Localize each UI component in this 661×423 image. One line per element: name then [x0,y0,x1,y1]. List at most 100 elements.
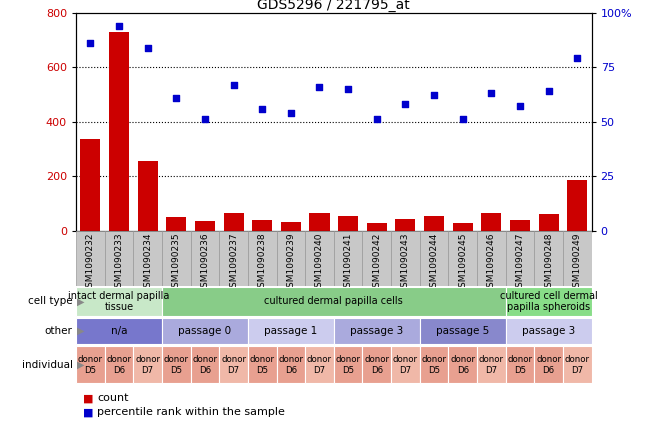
Text: GSM1090233: GSM1090233 [114,233,124,294]
Bar [195,221,215,231]
Text: individual: individual [22,360,73,370]
Bar [534,231,563,286]
Text: GSM1090236: GSM1090236 [200,233,210,294]
Text: donor
D6: donor D6 [278,355,303,374]
Text: cell type: cell type [28,297,73,306]
Bar [506,287,592,316]
Text: GSM1090248: GSM1090248 [544,233,553,293]
Text: GSM1090243: GSM1090243 [401,233,410,293]
Bar [448,346,477,383]
Text: ▶: ▶ [77,297,85,306]
Text: donor
D5: donor D5 [508,355,533,374]
Text: cultured cell dermal
papilla spheroids: cultured cell dermal papilla spheroids [500,291,598,312]
Bar [334,231,362,286]
Bar [563,231,592,286]
Bar [223,213,244,231]
Bar [539,214,559,231]
Text: count: count [97,393,129,403]
Point [314,83,325,90]
Point [286,110,296,116]
Bar [281,222,301,231]
Bar [367,223,387,231]
Bar [162,346,190,383]
Point [142,44,153,51]
Bar [76,346,104,383]
Bar [76,231,104,286]
Bar [248,231,276,286]
Bar [104,346,134,383]
Point [515,103,525,110]
Bar [305,231,334,286]
Text: donor
D7: donor D7 [479,355,504,374]
Point [457,116,468,123]
Point [228,81,239,88]
Text: donor
D5: donor D5 [250,355,275,374]
Text: passage 3: passage 3 [350,326,403,336]
Bar [420,319,506,343]
Point [543,88,554,94]
Text: donor
D6: donor D6 [450,355,475,374]
Text: ■: ■ [83,407,97,418]
Bar [506,346,534,383]
Bar [506,319,592,343]
Text: donor
D7: donor D7 [307,355,332,374]
Bar [420,231,448,286]
Bar [137,161,157,231]
Text: GSM1090242: GSM1090242 [372,233,381,293]
Text: donor
D7: donor D7 [135,355,160,374]
Text: donor
D7: donor D7 [221,355,246,374]
Bar [190,231,219,286]
Text: GSM1090246: GSM1090246 [487,233,496,293]
Point [257,105,268,112]
Text: donor
D5: donor D5 [78,355,103,374]
Bar [391,231,420,286]
Bar [76,287,162,316]
Bar [338,216,358,231]
Text: GSM1090249: GSM1090249 [573,233,582,293]
Text: donor
D7: donor D7 [564,355,590,374]
Text: donor
D5: donor D5 [336,355,361,374]
Text: donor
D6: donor D6 [536,355,561,374]
Text: GSM1090235: GSM1090235 [172,233,180,294]
Text: donor
D6: donor D6 [364,355,389,374]
Bar [391,346,420,383]
Bar [104,231,134,286]
Bar [276,231,305,286]
Title: GDS5296 / 221795_at: GDS5296 / 221795_at [257,0,410,12]
Text: intact dermal papilla
tissue: intact dermal papilla tissue [68,291,170,312]
Bar [248,319,334,343]
Text: other: other [45,326,73,336]
Bar [248,346,276,383]
Point [572,55,582,62]
Point [400,101,410,107]
Bar [362,231,391,286]
Bar [334,346,362,383]
Bar [481,213,501,231]
Bar [167,217,186,231]
Text: n/a: n/a [111,326,127,336]
Bar [253,220,272,231]
Text: GSM1090240: GSM1090240 [315,233,324,293]
Bar [162,287,506,316]
Text: passage 5: passage 5 [436,326,489,336]
Text: donor
D5: donor D5 [422,355,447,374]
Text: passage 0: passage 0 [178,326,231,336]
Text: ▶: ▶ [77,326,85,336]
Point [85,40,96,47]
Bar [424,217,444,231]
Text: ■: ■ [83,393,97,403]
Bar [334,319,420,343]
Bar [219,346,248,383]
Text: GSM1090244: GSM1090244 [430,233,438,293]
Text: GSM1090237: GSM1090237 [229,233,238,294]
Bar [162,231,190,286]
Text: GSM1090241: GSM1090241 [344,233,352,293]
Text: GSM1090247: GSM1090247 [516,233,524,293]
Text: ▶: ▶ [77,360,85,370]
Bar [420,346,448,383]
Text: percentile rank within the sample: percentile rank within the sample [97,407,285,418]
Bar [448,231,477,286]
Bar [76,319,162,343]
Text: donor
D6: donor D6 [192,355,217,374]
Bar [567,180,587,231]
